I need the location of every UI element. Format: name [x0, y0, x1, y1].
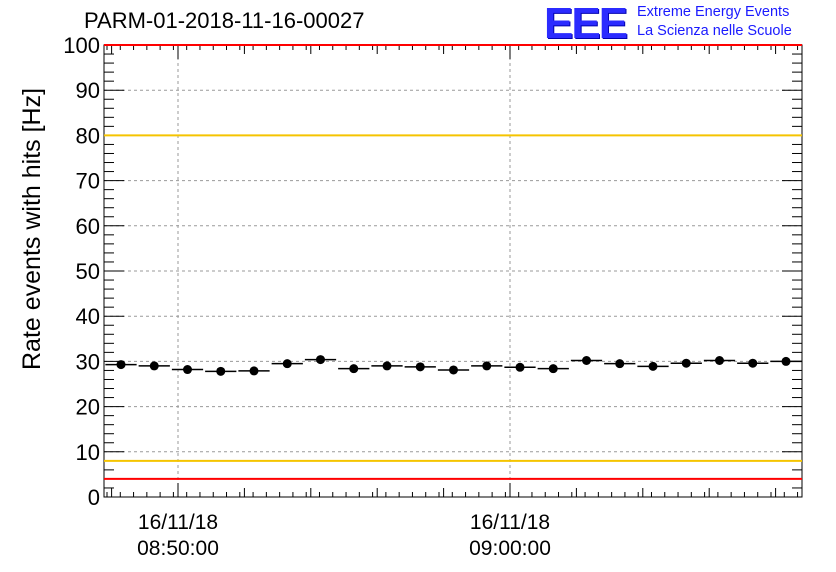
data-point	[548, 364, 558, 374]
logo-line-2: La Scienza nelle Scuole	[637, 23, 792, 39]
data-point	[715, 355, 724, 365]
y-axis-label: Rate events with hits [Hz]	[18, 87, 46, 370]
data-point	[382, 361, 392, 371]
data-point	[615, 359, 625, 369]
y-tick-label: 80	[76, 123, 100, 148]
y-tick-label: 100	[63, 33, 100, 58]
data-point	[781, 356, 791, 366]
data-point	[449, 365, 458, 375]
logo-caption: Extreme Energy Events La Scienza nelle S…	[637, 3, 792, 41]
data-point	[681, 358, 691, 368]
x-tick-time: 08:50:00	[137, 537, 219, 560]
eee-logo: EEE	[544, 0, 628, 48]
data-point	[415, 362, 425, 372]
data-point	[282, 359, 292, 369]
y-tick-label: 90	[76, 78, 100, 103]
data-point	[748, 358, 758, 368]
x-tick-time: 09:00:00	[469, 537, 551, 560]
data-point	[116, 360, 126, 370]
y-tick-label: 50	[76, 259, 100, 284]
data-point	[149, 361, 159, 371]
x-tick-date: 16/11/18	[469, 511, 551, 534]
x-tick-date: 16/11/18	[137, 511, 219, 534]
data-point	[482, 361, 492, 371]
y-tick-label: 30	[76, 349, 100, 374]
x-tick-label-2: 16/11/18 09:00:00	[430, 510, 590, 562]
data-point	[249, 366, 259, 376]
y-tick-label: 60	[76, 214, 100, 239]
y-tick-label: 20	[76, 395, 100, 420]
y-tick-label: 40	[76, 304, 100, 329]
data-point	[515, 362, 525, 372]
y-tick-label: 10	[76, 440, 100, 465]
chart-title: PARM-01-2018-11-16-00027	[84, 8, 365, 33]
logo-line-1: Extreme Energy Events	[637, 4, 790, 20]
data-point	[316, 355, 325, 365]
data-point	[349, 364, 359, 374]
x-tick-label-1: 16/11/18 08:50:00	[98, 510, 258, 562]
y-tick-label: 0	[88, 485, 100, 510]
y-tick-label: 70	[76, 169, 100, 194]
data-point	[183, 365, 192, 375]
data-point	[582, 355, 591, 365]
data-point	[216, 366, 226, 376]
data-point	[648, 361, 658, 371]
